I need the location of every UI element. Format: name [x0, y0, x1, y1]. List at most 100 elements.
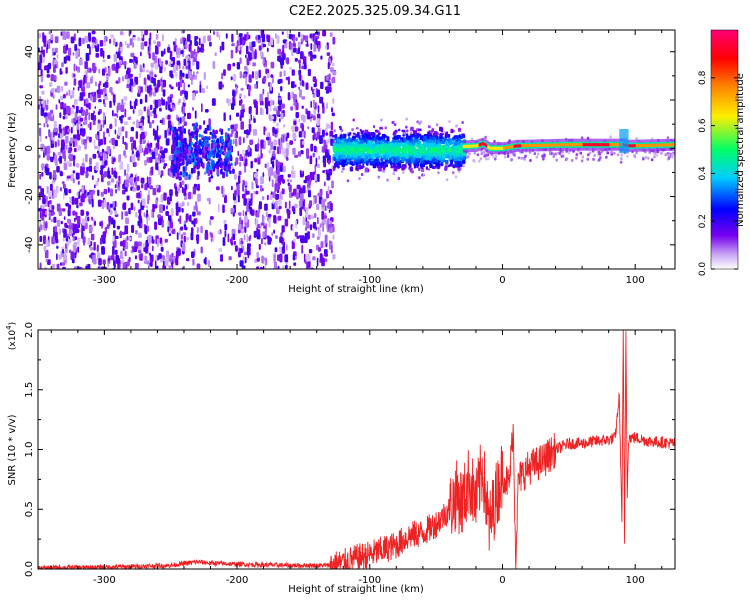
noise-speckle	[77, 241, 80, 246]
noise-speckle	[138, 85, 141, 94]
noise-speckle	[281, 103, 285, 109]
noise-speckle	[179, 79, 183, 88]
noise-speckle	[183, 97, 186, 104]
noise-speckle	[231, 43, 235, 47]
noise-speckle	[259, 184, 263, 192]
noise-speckle	[307, 253, 311, 261]
band-speckle	[358, 150, 363, 156]
noise-speckle	[113, 167, 117, 171]
noise-speckle	[301, 96, 306, 100]
noise-speckle	[306, 263, 310, 269]
halo-speckle	[483, 154, 486, 158]
cluster-speckle	[176, 160, 180, 168]
band-speckle	[381, 133, 386, 138]
noise-speckle	[130, 78, 134, 86]
noise-speckle	[228, 256, 232, 261]
cluster-speckle	[218, 154, 221, 160]
cluster-speckle	[212, 153, 216, 158]
noise-speckle	[135, 60, 138, 64]
noise-speckle	[100, 191, 104, 197]
noise-speckle	[161, 117, 165, 125]
noise-speckle	[245, 211, 247, 216]
band-speckle	[437, 150, 442, 155]
noise-speckle	[259, 266, 263, 269]
cluster-speckle	[220, 135, 224, 143]
halo-speckle	[360, 173, 364, 176]
halo-speckle	[558, 151, 561, 155]
band-speckle	[435, 163, 440, 167]
band-speckle	[408, 149, 411, 155]
noise-speckle	[244, 180, 248, 186]
noise-speckle	[81, 184, 84, 194]
cluster-speckle	[198, 133, 201, 138]
noise-speckle	[75, 172, 80, 180]
noise-speckle	[282, 134, 285, 143]
noise-speckle	[52, 139, 55, 144]
noise-speckle	[86, 136, 90, 140]
noise-speckle	[249, 198, 253, 206]
cluster-speckle	[180, 130, 183, 135]
noise-speckle	[85, 153, 88, 163]
noise-speckle	[262, 88, 265, 95]
noise-speckle	[271, 156, 275, 161]
noise-speckle	[143, 106, 146, 112]
noise-speckle	[66, 92, 68, 96]
noise-speckle	[218, 203, 220, 213]
noise-speckle	[38, 193, 41, 197]
noise-speckle	[113, 38, 116, 46]
noise-speckle	[319, 253, 323, 261]
noise-speckle	[153, 78, 156, 87]
noise-speckle	[147, 189, 150, 196]
band-speckle	[409, 156, 413, 160]
noise-speckle	[118, 181, 120, 188]
cluster-speckle	[190, 142, 193, 146]
noise-speckle	[109, 38, 111, 44]
noise-speckle	[300, 237, 302, 243]
band-speckle	[373, 164, 377, 169]
cluster-speckle	[230, 133, 233, 138]
cluster-speckle	[195, 122, 198, 127]
noise-speckle	[87, 123, 90, 128]
noise-speckle	[269, 237, 272, 242]
noise-speckle	[332, 36, 336, 45]
noise-speckle	[321, 210, 324, 220]
noise-speckle	[187, 84, 190, 88]
noise-speckle	[332, 254, 336, 260]
noise-speckle	[301, 140, 305, 145]
noise-speckle	[230, 207, 235, 213]
noise-speckle	[168, 84, 172, 88]
noise-speckle	[155, 184, 159, 189]
halo-speckle	[592, 157, 595, 161]
halo-speckle	[655, 153, 659, 157]
noise-speckle	[318, 228, 321, 238]
noise-speckle	[291, 206, 295, 212]
noise-speckle	[312, 256, 316, 261]
noise-speckle	[59, 133, 63, 139]
noise-speckle	[284, 265, 288, 269]
noise-speckle	[167, 47, 171, 53]
noise-speckle	[216, 31, 219, 38]
noise-speckle	[55, 88, 57, 93]
noise-speckle	[179, 215, 182, 225]
noise-speckle	[82, 85, 85, 94]
noise-speckle	[309, 200, 313, 207]
noise-speckle	[94, 220, 96, 226]
noise-speckle	[86, 44, 91, 49]
noise-speckle	[132, 42, 135, 48]
noise-speckle	[61, 262, 66, 266]
halo-speckle	[384, 126, 387, 130]
noise-speckle	[239, 154, 243, 162]
noise-speckle	[276, 161, 280, 168]
noise-speckle	[106, 128, 109, 134]
band-speckle	[427, 155, 430, 160]
noise-speckle	[234, 190, 237, 197]
noise-speckle	[97, 199, 102, 207]
noise-speckle	[310, 143, 314, 152]
band-speckle	[379, 126, 384, 130]
band-speckle	[432, 143, 436, 148]
halo-speckle	[333, 129, 336, 133]
spectrogram-image	[38, 30, 675, 269]
noise-speckle	[134, 161, 137, 167]
noise-speckle	[328, 83, 332, 87]
noise-speckle	[146, 109, 150, 118]
